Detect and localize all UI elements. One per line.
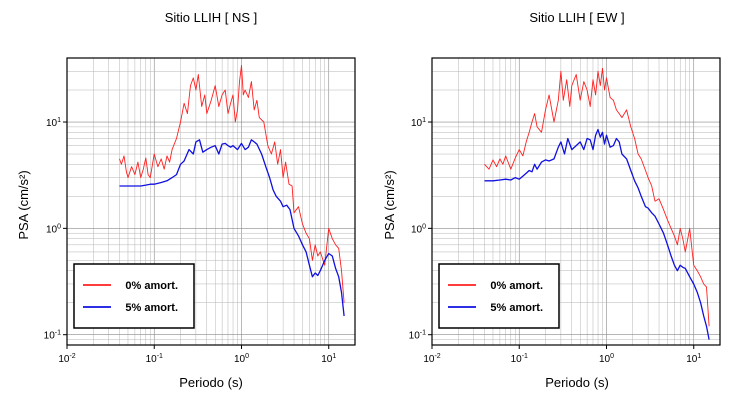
chart-panel-ns: Sitio LLIH [ NS ] Periodo (s) PSA (cm/s²… [16,10,356,390]
chart-panel-ew: Sitio LLIH [ EW ] Periodo (s) PSA (cm/s²… [382,10,721,390]
y-tick-label: 101 [411,117,426,129]
series-line-damped [484,128,710,340]
y-axis-label: PSA (cm/s²) [382,170,397,239]
x-axis-label: Periodo (s) [179,375,243,390]
plot-area: 10-2 10-1 100 101 10-1 100 101 0% amort. 5% amor… [409,57,721,365]
y-tick-label: 100 [46,223,61,235]
y-tick-label: 101 [46,117,61,129]
plot-frame [431,57,721,346]
x-tick-label: 10-1 [146,353,163,365]
plot-area: 10-2 10-1 100 101 10-1 100 101 0% amort. 5% amor… [44,57,356,365]
x-tick-label: 10-2 [58,353,75,365]
x-tick-label: 10-1 [511,353,528,365]
legend-label: 0% amort. [125,280,178,292]
legend-box [73,263,195,329]
series-line-damped [119,139,345,317]
chart-title: Sitio LLIH [ NS ] [165,10,257,25]
y-tick-label: 10-1 [44,330,61,342]
y-tick-label: 10-1 [409,330,426,342]
x-tick-label: 10-2 [423,353,440,365]
x-tick-label: 101 [321,353,336,365]
series-line-undamped [119,65,345,303]
chart-title: Sitio LLIH [ EW ] [529,10,624,25]
legend-label: 5% amort. [125,302,178,314]
legend-box [438,263,560,329]
series-line-undamped [484,67,710,327]
x-tick-label: 100 [599,353,614,365]
legend-label: 5% amort. [490,302,543,314]
y-axis-label: PSA (cm/s²) [16,170,31,239]
x-tick-label: 101 [686,353,701,365]
x-tick-label: 100 [234,353,249,365]
plot-frame [66,57,356,346]
legend-label: 0% amort. [490,280,543,292]
x-axis-label: Periodo (s) [545,375,609,390]
y-tick-label: 100 [411,223,426,235]
